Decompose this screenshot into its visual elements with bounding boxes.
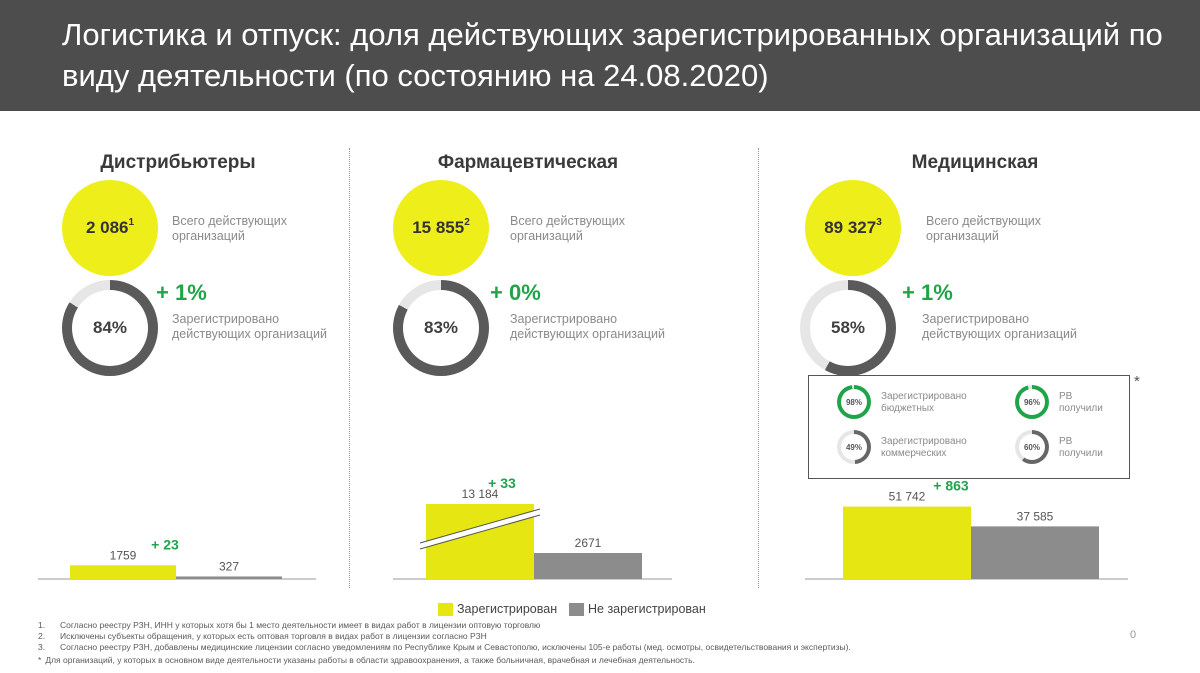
bar-delta-label: + 33: [488, 475, 516, 491]
bar-registered: [70, 565, 176, 579]
footnote-star: * Для организаций, у которых в основном в…: [38, 655, 695, 665]
registered-share-donut: 83%: [393, 280, 489, 376]
axis-break-line: [419, 508, 541, 544]
bar-not-registered: [534, 553, 642, 579]
column-separator: [349, 148, 350, 588]
registered-share-label: Зарегистрировано действующих организаций: [510, 312, 666, 341]
registered-share-label: Зарегистрировано действующих организаций: [172, 312, 328, 341]
legend-registered-swatch: [438, 603, 453, 616]
legend-not-registered-swatch: [569, 603, 584, 616]
page-title: Логистика и отпуск: доля действующих зар…: [62, 17, 1163, 93]
column-title-medical: Медицинская: [911, 152, 1039, 173]
legend-not-registered-label: Не зарегистрирован: [588, 602, 706, 616]
registered-share-value: 83%: [403, 290, 479, 366]
registered-share-value: 58%: [810, 290, 886, 366]
registered-share-donut: 84%: [62, 280, 158, 376]
bar-delta-label: + 23: [151, 536, 179, 552]
mini-donut-value: 49%: [841, 434, 867, 460]
bar-not-registered: [176, 576, 282, 579]
registered-share-donut: 58%: [800, 280, 896, 376]
column-title-pharmaceutical: Фармацевтическая: [437, 152, 619, 173]
registered-share-delta: + 0%: [490, 280, 541, 305]
footnote-3: 3. Согласно реестру РЗН, добавлены медици…: [38, 642, 851, 652]
medical-breakdown-box: 98% Зарегистрировано бюджетных 96% РВ полу…: [808, 375, 1130, 479]
budget-registered-donut: 98%: [837, 385, 871, 419]
total-orgs-circle: 15 855 2: [393, 180, 489, 276]
total-orgs-circle: 89 327 3: [805, 180, 901, 276]
total-orgs-value: 2 086: [85, 218, 129, 237]
registered-share-delta: + 1%: [902, 280, 953, 305]
bar-value-label: 51 742: [889, 490, 926, 504]
bar-value-label: 2671: [575, 536, 602, 550]
title-bar: Логистика и отпуск: доля действующих зар…: [0, 0, 1200, 111]
legend-registered-label: Зарегистрирован: [457, 602, 558, 616]
axis-break-line: [419, 514, 541, 550]
total-orgs-value: 15 855: [412, 218, 465, 237]
footnote-2: 2. Исключены субъекты обращения, у которы…: [38, 631, 487, 641]
budget-rv-label: РВ получили: [1059, 391, 1103, 414]
total-orgs-label: Всего действующих организаций: [926, 214, 1041, 243]
commercial-rv-donut: 60%: [1015, 430, 1049, 464]
bar-not-registered: [971, 526, 1099, 579]
total-orgs-value: 89 327: [824, 218, 877, 237]
footnote-1: 1. Согласно реестру РЗН, ИНН у которых хо…: [38, 620, 541, 630]
registered-share-value: 84%: [72, 290, 148, 366]
commercial-registered-donut: 49%: [837, 430, 871, 464]
mini-donut-value: 98%: [841, 389, 867, 415]
breakdown-footnote-star: *: [1134, 373, 1140, 390]
column-separator: [758, 148, 759, 588]
registered-share-delta: + 1%: [156, 280, 207, 305]
bar-delta-label: + 863: [933, 478, 969, 494]
registered-share-label: Зарегистрировано действующих организаций: [922, 312, 1078, 341]
commercial-registered-label: Зарегистрировано коммерческих: [881, 436, 967, 459]
mini-donut-value: 60%: [1019, 434, 1045, 460]
total-orgs-circle: 2 086 1: [62, 180, 158, 276]
bar-registered: [843, 506, 971, 579]
budget-rv-donut: 96%: [1015, 385, 1049, 419]
footnote-ref: 2: [464, 216, 470, 228]
budget-registered-label: Зарегистрировано бюджетных: [881, 391, 967, 414]
footnote-ref: 1: [128, 216, 135, 228]
mini-donut-value: 96%: [1019, 389, 1045, 415]
axis-break-gap: [419, 509, 541, 549]
bar-value-label: 1759: [110, 548, 137, 562]
footnote-ref: 3: [876, 216, 882, 228]
bar-value-label: 13 184: [462, 487, 499, 501]
column-title-distributors: Дистрибьютеры: [100, 152, 256, 173]
commercial-rv-label: РВ получили: [1059, 436, 1103, 459]
page-number: 0: [1130, 629, 1137, 641]
total-orgs-label: Всего действующих организаций: [510, 214, 625, 243]
bar-value-label: 327: [219, 559, 239, 573]
bar-value-label: 37 585: [1017, 509, 1054, 523]
total-orgs-label: Всего действующих организаций: [172, 214, 287, 243]
